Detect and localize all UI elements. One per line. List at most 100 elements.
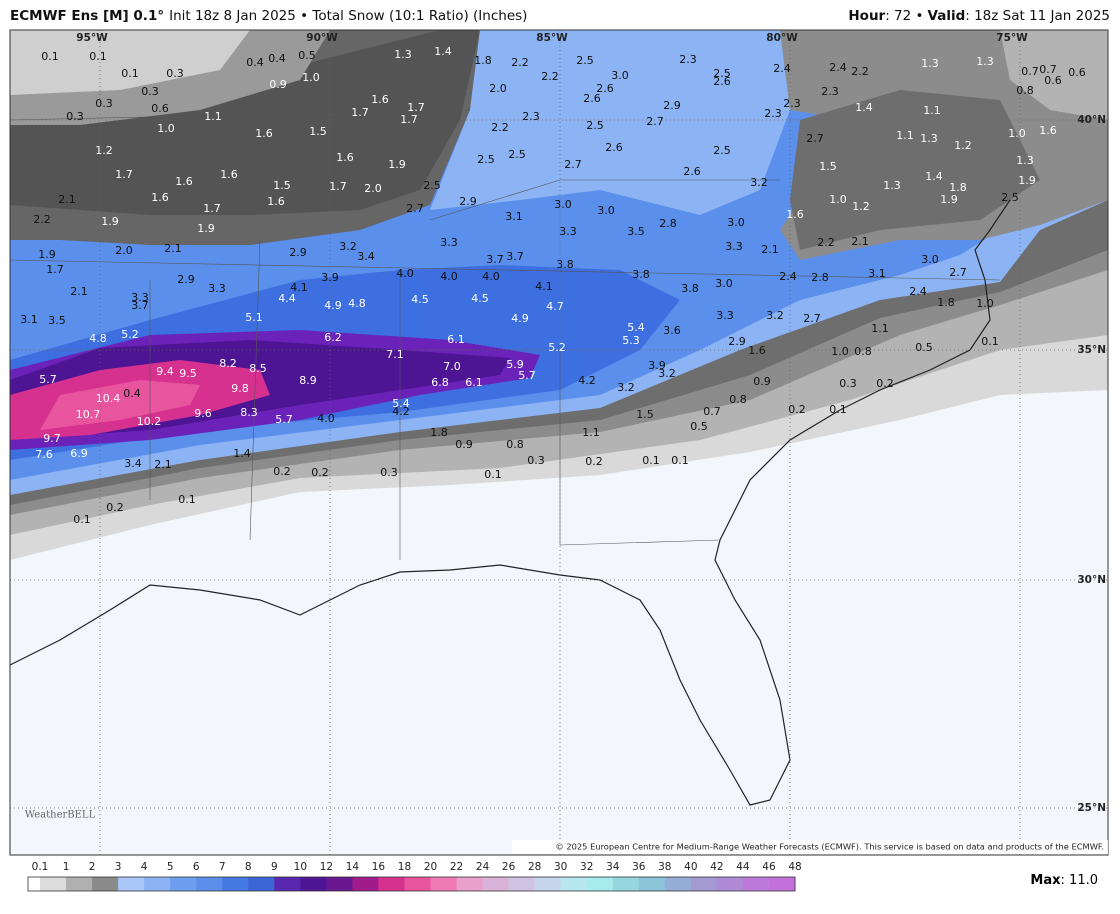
snow-amount: 2.6 [605, 141, 623, 154]
snow-amount: 3.2 [766, 309, 784, 322]
snow-amount: 8.3 [240, 406, 258, 419]
colorbar-label: 2 [89, 861, 96, 873]
snow-amount: 4.4 [278, 292, 296, 305]
snow-amount: 3.7 [506, 250, 524, 263]
snow-amount: 3.2 [617, 381, 635, 394]
snow-amount: 8.2 [219, 357, 237, 370]
copyright: © 2025 European Centre for Medium-Range … [555, 842, 1104, 852]
colorbar-label: 32 [580, 861, 593, 873]
snow-amount: 0.5 [298, 49, 316, 62]
lat-label: 25°N [1077, 802, 1106, 814]
colorbar-label: 14 [346, 861, 360, 873]
snow-amount: 1.4 [855, 101, 873, 114]
snow-amount: 2.3 [522, 110, 540, 123]
snow-amount: 1.5 [309, 125, 327, 138]
snow-amount: 2.7 [646, 115, 664, 128]
snow-amount: 0.2 [311, 466, 329, 479]
snow-amount: 3.0 [727, 216, 745, 229]
snow-amount: 2.9 [663, 99, 681, 112]
snow-amount: 1.7 [203, 202, 221, 215]
colorbar-swatch [378, 877, 405, 891]
snow-amount: 2.8 [659, 217, 677, 230]
snow-amount: 4.0 [317, 412, 335, 425]
snow-amount: 3.9 [648, 359, 666, 372]
snow-amount: 1.9 [38, 248, 56, 261]
snow-amount: 3.8 [556, 258, 574, 271]
snow-amount: 9.8 [231, 382, 249, 395]
colorbar-swatch [586, 877, 614, 891]
snow-amount: 0.1 [89, 50, 107, 63]
snow-amount: 1.9 [1018, 174, 1036, 187]
snow-amount: 0.2 [585, 455, 603, 468]
snow-amount: 0.4 [246, 56, 264, 69]
snow-amount: 0.1 [484, 468, 502, 481]
snow-amount: 0.9 [753, 375, 771, 388]
colorbar-label: 12 [320, 861, 333, 873]
colorbar-swatch [742, 877, 770, 891]
snow-amount: 7.0 [443, 360, 461, 373]
snow-amount: 1.6 [151, 191, 169, 204]
snow-amount: 1.3 [921, 57, 939, 70]
snow-amount: 2.5 [576, 54, 594, 67]
snow-amount: 2.7 [564, 158, 582, 171]
snow-amount: 4.2 [392, 405, 410, 418]
snow-amount: 1.2 [954, 139, 972, 152]
snow-amount: 0.1 [671, 454, 689, 467]
snow-amount: 2.4 [909, 285, 927, 298]
graticule [10, 30, 1108, 855]
snow-amount: 2.1 [154, 458, 172, 471]
snow-amount: 6.8 [431, 376, 449, 389]
snow-amount: 5.3 [622, 334, 640, 347]
lon-label: 75°W [996, 32, 1028, 44]
colorbar-swatch [716, 877, 744, 891]
snow-amount: 2.5 [586, 119, 604, 132]
snow-amount: 0.8 [729, 393, 747, 406]
snow-amount: 0.4 [268, 52, 286, 65]
lon-label: 85°W [536, 32, 568, 44]
snow-amount: 2.0 [489, 82, 507, 95]
colorbar-label: 5 [167, 861, 174, 873]
snow-amount: 1.3 [1016, 154, 1034, 167]
snow-amount: 5.7 [39, 373, 57, 386]
snow-amount: 9.7 [43, 432, 61, 445]
snow-amount: 2.7 [806, 132, 824, 145]
colorbar-swatch [222, 877, 249, 891]
snow-amount: 3.1 [20, 313, 38, 326]
snow-amount: 0.2 [788, 403, 806, 416]
snow-amount: 1.1 [896, 129, 914, 142]
snow-amount: 0.3 [95, 97, 113, 110]
lon-label: 80°W [766, 32, 798, 44]
hour-value: : 72 • [885, 8, 923, 24]
snow-amount: 0.6 [151, 102, 169, 115]
colorbar-label: 6 [193, 861, 200, 873]
snow-amount: 3.4 [357, 250, 375, 263]
snow-amount: 3.4 [124, 457, 142, 470]
snow-amount: 1.9 [940, 193, 958, 206]
logo: WeatherBELL [25, 810, 96, 821]
colorbar-swatch [300, 877, 327, 891]
snow-amount: 2.6 [713, 75, 731, 88]
snow-amount: 2.7 [406, 202, 424, 215]
snow-amount: 4.1 [535, 280, 553, 293]
snow-amount: 4.2 [578, 374, 596, 387]
snow-amount: 4.5 [471, 292, 489, 305]
snow-amount: 1.6 [1039, 124, 1057, 137]
snow-amount: 4.5 [411, 293, 429, 306]
colorbar-label: 3 [115, 861, 122, 873]
snow-amount: 3.3 [725, 240, 743, 253]
snow-amount: 1.2 [852, 200, 870, 213]
snow-amount: 7.6 [35, 448, 53, 461]
colorbar-swatch [638, 877, 666, 891]
snow-amount: 0.3 [527, 454, 545, 467]
title: ECMWF Ens [M] 0.1° Init 18z 8 Jan 2025 • … [10, 8, 527, 24]
colorbar-label: 42 [710, 861, 723, 873]
snow-amount: 3.8 [681, 282, 699, 295]
snow-amount: 1.6 [267, 195, 285, 208]
snow-amount: 3.2 [658, 367, 676, 380]
snow-amount: 1.5 [636, 408, 654, 421]
max-value: : 11.0 [1061, 873, 1098, 888]
colorbar-label: 28 [528, 861, 541, 873]
snow-amount: 3.3 [440, 236, 458, 249]
snow-amount: 1.7 [329, 180, 347, 193]
